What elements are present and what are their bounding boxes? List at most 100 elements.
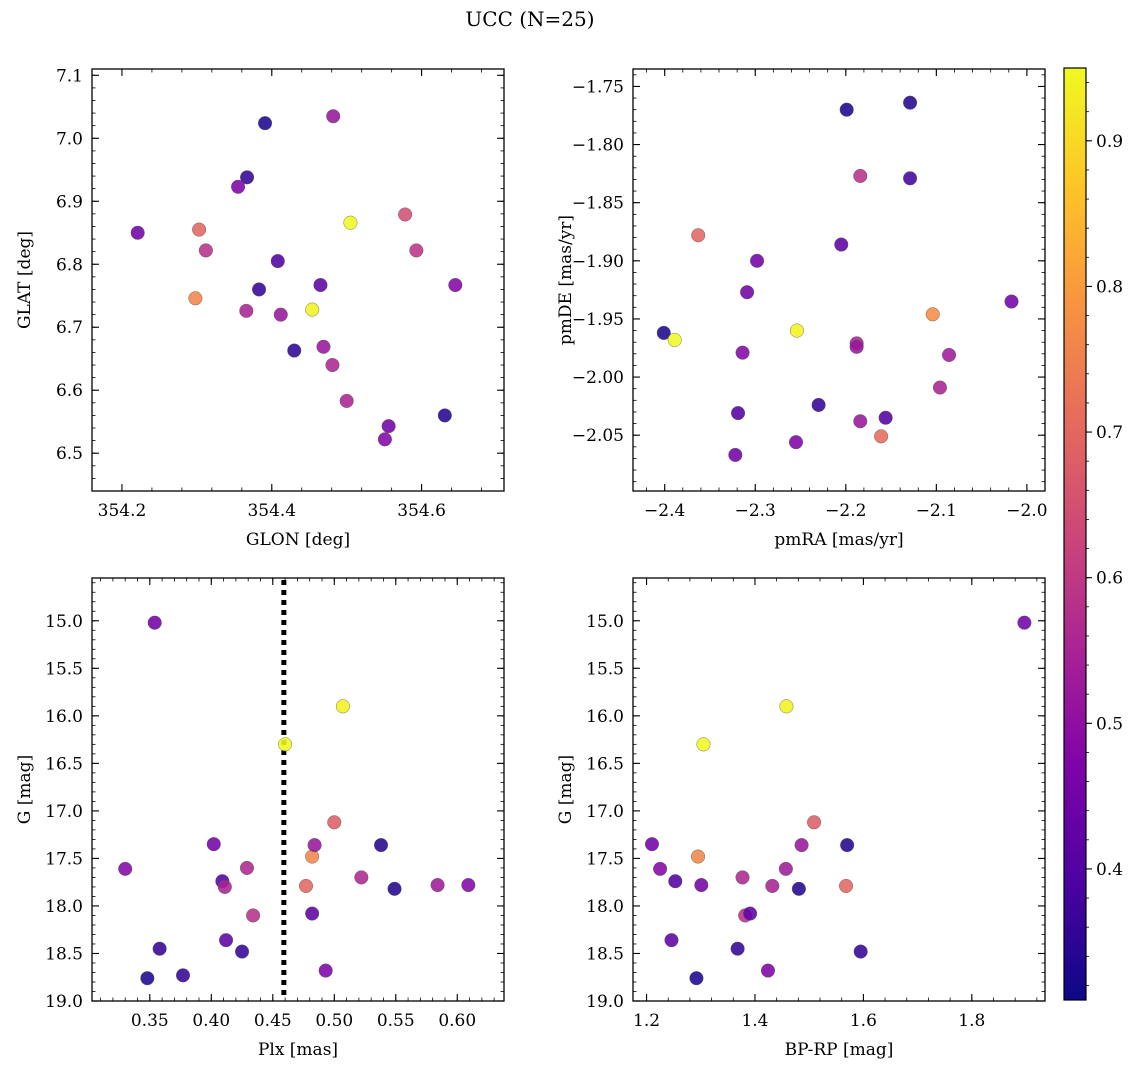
colorbar-tick-label: 0.6 bbox=[1096, 569, 1123, 589]
scatter-point bbox=[273, 307, 288, 322]
scatter-point bbox=[206, 837, 221, 852]
scatter-point bbox=[653, 861, 668, 876]
scatter-point bbox=[219, 933, 234, 948]
x-tick-label: 354.2 bbox=[98, 501, 147, 521]
x-tick-label: −2.3 bbox=[735, 501, 776, 521]
scatter-point bbox=[239, 860, 254, 875]
scatter-point bbox=[335, 699, 350, 714]
scatter-point bbox=[354, 870, 369, 885]
scatter-point bbox=[239, 303, 254, 318]
y-tick-label: 18.5 bbox=[45, 944, 83, 964]
y-tick-label: −1.80 bbox=[572, 136, 624, 156]
scatter-point bbox=[377, 432, 392, 447]
scatter-point bbox=[231, 179, 246, 194]
y-axis-label: pmDE [mas/yr] bbox=[556, 215, 576, 345]
scatter-point bbox=[374, 838, 389, 853]
scatter-point bbox=[287, 343, 302, 358]
scatter-point bbox=[839, 102, 854, 117]
scatter-point bbox=[728, 447, 743, 462]
scatter-point bbox=[853, 168, 868, 183]
scatter-point bbox=[325, 358, 340, 373]
scatter-point bbox=[192, 222, 207, 237]
scatter-point bbox=[664, 933, 679, 948]
scatter-point bbox=[691, 228, 706, 243]
colorbar-tick-label: 0.5 bbox=[1096, 714, 1123, 734]
scatter-point bbox=[118, 861, 133, 876]
x-tick-label: 354.4 bbox=[247, 501, 296, 521]
y-tick-label: 15.5 bbox=[586, 659, 624, 679]
scatter-point bbox=[853, 414, 868, 429]
y-tick-label: 6.8 bbox=[56, 255, 83, 275]
scatter-point bbox=[735, 345, 750, 360]
scatter-point bbox=[343, 215, 358, 230]
scatter-point bbox=[878, 410, 893, 425]
x-tick-label: −2.2 bbox=[825, 501, 866, 521]
scatter-point bbox=[339, 393, 354, 408]
panels: 354.2 354.4 354.6 6.5 6.6 6.7 6.8 6.9 7.0 7.1 GLON… bbox=[15, 66, 1048, 1060]
x-tick-label: −2.1 bbox=[916, 501, 957, 521]
scatter-point bbox=[298, 878, 313, 893]
scatter-point bbox=[778, 861, 793, 876]
figure-title: UCC (N=25) bbox=[465, 7, 594, 31]
scatter-point bbox=[791, 881, 806, 896]
y-tick-label: 6.9 bbox=[56, 192, 83, 212]
panel-3: 0.35 0.40 0.45 0.50 0.55 0.60 15.0 15.5 16.0 16.5… bbox=[15, 577, 505, 1060]
scatter-point bbox=[644, 837, 659, 852]
scatter-point bbox=[694, 878, 709, 893]
y-tick-label: −1.85 bbox=[572, 194, 624, 214]
x-axis-label: Plx [mas] bbox=[258, 1040, 338, 1060]
y-tick-label: 7.1 bbox=[56, 66, 83, 86]
scatter-point bbox=[656, 325, 671, 340]
scatter-point bbox=[258, 116, 273, 131]
scatter-point bbox=[779, 699, 794, 714]
y-tick-label: 17.5 bbox=[45, 849, 83, 869]
x-tick-label: −2.4 bbox=[644, 501, 685, 521]
colorbar-tick-label: 0.8 bbox=[1096, 277, 1123, 297]
x-tick-label: 1.4 bbox=[741, 1011, 768, 1031]
y-axis-label: G [mag] bbox=[15, 755, 35, 824]
scatter-point bbox=[696, 737, 711, 752]
colorbar-tick-label: 0.4 bbox=[1096, 860, 1123, 880]
scatter-point bbox=[240, 170, 255, 185]
scatter-point bbox=[381, 419, 396, 434]
x-tick-label: 1.6 bbox=[850, 1011, 877, 1031]
panel-1: 354.2 354.4 354.6 6.5 6.6 6.7 6.8 6.9 7.0 7.1 GLON… bbox=[15, 66, 505, 550]
scatter-point bbox=[853, 944, 868, 959]
scatter-point bbox=[691, 849, 706, 864]
scatter-point bbox=[903, 171, 918, 186]
scatter-point bbox=[188, 291, 203, 306]
scatter-point bbox=[430, 878, 445, 893]
x-axis-label: BP-RP [mag] bbox=[785, 1040, 894, 1060]
scatter-point bbox=[834, 237, 849, 252]
scatter-point bbox=[874, 429, 889, 444]
scatter-point bbox=[740, 285, 755, 300]
scatter-point bbox=[448, 278, 463, 293]
scatter-point bbox=[807, 815, 822, 830]
scatter-point bbox=[1004, 294, 1019, 309]
y-axis-label: G [mag] bbox=[556, 755, 576, 824]
scatter-point bbox=[140, 971, 155, 986]
scatter-point bbox=[305, 849, 320, 864]
scatter-point bbox=[387, 881, 402, 896]
scatter-point bbox=[731, 406, 746, 421]
scatter-point bbox=[788, 435, 803, 450]
x-tick-label: 0.40 bbox=[192, 1011, 230, 1031]
scatter-point bbox=[409, 243, 424, 258]
y-tick-label: 7.0 bbox=[56, 129, 83, 149]
axes-frame bbox=[91, 68, 505, 492]
scatter-point bbox=[849, 339, 864, 354]
y-tick-label: −2.05 bbox=[572, 426, 624, 446]
x-axis-label: GLON [deg] bbox=[246, 530, 350, 550]
y-tick-label: −1.95 bbox=[572, 310, 624, 330]
y-tick-label: 16.0 bbox=[45, 707, 83, 727]
axes-frame bbox=[632, 577, 1046, 1002]
x-tick-label: 354.6 bbox=[397, 501, 446, 521]
y-tick-label: 15.0 bbox=[586, 612, 624, 632]
panel-4: 1.2 1.4 1.6 1.8 15.0 15.5 16.0 16.5 17.0 17.5 18.0… bbox=[556, 577, 1046, 1060]
scatter-point bbox=[313, 278, 328, 293]
scatter-point bbox=[327, 815, 342, 830]
scatter-point bbox=[147, 615, 162, 630]
scatter-point bbox=[765, 878, 780, 893]
x-tick-label: 0.60 bbox=[438, 1011, 476, 1031]
axes-frame bbox=[632, 68, 1046, 492]
